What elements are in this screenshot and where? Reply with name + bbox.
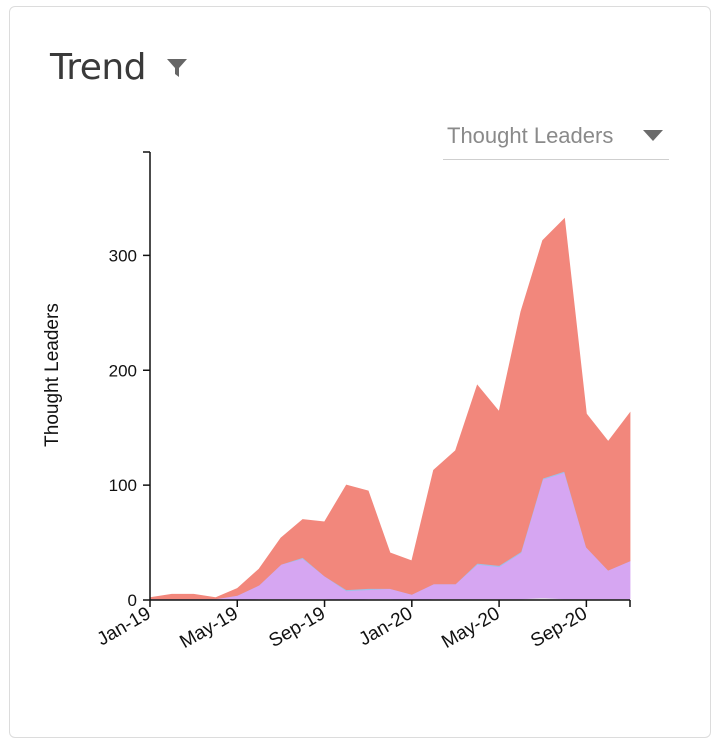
y-axis: 0 100 200 300 bbox=[109, 151, 151, 610]
chart-areas bbox=[149, 217, 631, 601]
x-tick-label: Sep-20 bbox=[527, 603, 591, 652]
x-axis: Jan-19 May-19 Sep-19 Jan-20 May-20 Sep-20 bbox=[94, 599, 631, 653]
y-tick-label: 100 bbox=[109, 476, 137, 495]
x-tick-label: Jan-19 bbox=[94, 603, 155, 650]
y-tick-label: 200 bbox=[109, 361, 137, 380]
y-axis-label: Thought Leaders bbox=[42, 303, 63, 447]
y-tick-label: 0 bbox=[128, 591, 137, 610]
metric-dropdown[interactable]: Thought Leaders bbox=[443, 113, 669, 160]
dropdown-selected-value: Thought Leaders bbox=[447, 123, 614, 148]
x-tick-label: Sep-19 bbox=[265, 603, 329, 652]
y-tick-label: 300 bbox=[109, 246, 137, 265]
area-series-3 bbox=[149, 217, 631, 600]
filter-icon[interactable] bbox=[166, 57, 188, 79]
x-tick-label: Jan-20 bbox=[355, 603, 416, 650]
x-tick-label: May-20 bbox=[438, 603, 503, 653]
trend-card: Trend Thought Leaders bbox=[9, 6, 711, 738]
caret-down-icon bbox=[643, 130, 663, 141]
x-tick-label: May-19 bbox=[176, 603, 241, 653]
card-title: Trend bbox=[50, 47, 147, 88]
